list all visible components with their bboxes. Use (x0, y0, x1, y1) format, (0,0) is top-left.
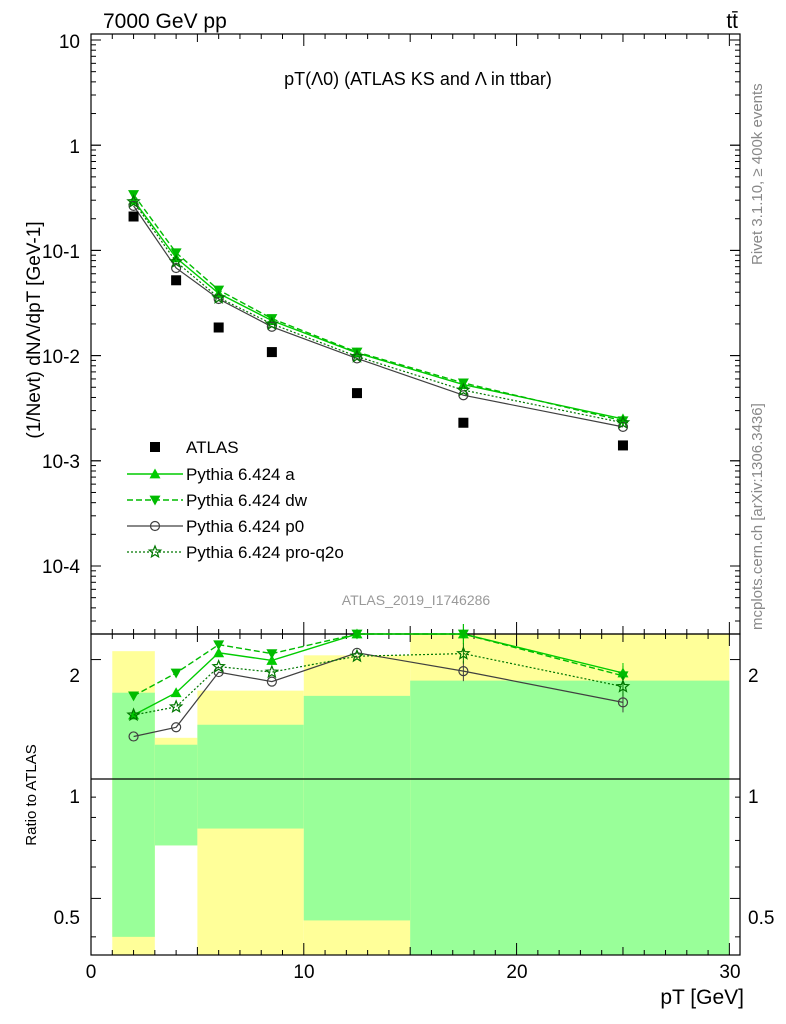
ratio-point-4 (211, 658, 226, 673)
series-line-1 (133, 199, 624, 420)
series-point-4 (456, 382, 471, 397)
ratio-tick-label: 2 (69, 666, 80, 687)
ratio-point-1 (170, 687, 182, 698)
series-point-4 (349, 348, 365, 363)
ratio-point-3 (458, 666, 469, 677)
ratio-point-3 (617, 697, 629, 708)
rivet-label: Rivet 3.1.10, ≥ 400k events (749, 83, 766, 265)
x-tick-label: 30 (719, 962, 740, 983)
mcplots-label: mcplots.cern.ch [arXiv:1306.3436] (749, 403, 766, 630)
x-tick-label: 0 (86, 962, 97, 983)
data-point (266, 347, 277, 358)
ratio-point-4 (264, 664, 280, 679)
ratio-tick-label: 1 (69, 787, 80, 808)
ratio-point-3 (171, 722, 182, 733)
ratio-band-green (410, 680, 730, 955)
legend-label: Pythia 6.424 a (186, 465, 295, 484)
series-point-4 (168, 254, 184, 268)
main-ylabel: (1/Nevt) dNΛ/dpT [GeV-1] (24, 221, 45, 438)
ratio-point-4 (615, 678, 631, 693)
y-tick-label: 10-1 (42, 242, 80, 263)
ratio-point-4 (126, 707, 141, 722)
analysis-label: ATLAS_2019_I1746286 (342, 592, 491, 608)
ratio-band-green (112, 692, 155, 937)
legend-label: ATLAS (186, 438, 239, 457)
ratio-tick-label: 0.5 (54, 908, 80, 929)
series-point-3 (213, 293, 224, 305)
process-label: tt̄ (726, 10, 738, 33)
series-point-3 (617, 421, 629, 433)
series-line-3 (133, 205, 624, 428)
ratio-point-3 (351, 647, 363, 658)
series-point-4 (264, 316, 280, 331)
legend-marker (149, 495, 161, 506)
ratio-point-4 (349, 648, 365, 663)
y-tick-label: 10-3 (42, 452, 80, 473)
energy-label: 7000 GeV pp (103, 10, 227, 33)
ratio-point-3 (213, 666, 224, 678)
data-point (213, 322, 224, 333)
series-point-4 (615, 415, 631, 429)
series-point-3 (266, 321, 277, 332)
legend-label: Pythia 6.424 pro-q2o (186, 543, 344, 562)
ratio-band-green (303, 695, 411, 921)
series-point-3 (171, 262, 182, 274)
ratio-point-1 (266, 654, 278, 665)
legend-marker (149, 468, 161, 479)
y-tick-label: 1 (69, 137, 80, 158)
x-tick-label: 10 (293, 962, 314, 983)
legend-label: Pythia 6.424 p0 (186, 517, 304, 536)
data-point (171, 275, 182, 286)
ratio-point-1 (213, 647, 225, 658)
series-point-2 (170, 248, 182, 259)
ratio-point-2 (351, 629, 363, 640)
ratio-tick-label: 2 (748, 666, 759, 687)
ratio-tick-label: 0.5 (748, 908, 774, 929)
y-tick-label: 10 (59, 32, 80, 53)
ratio-band-green (154, 744, 198, 846)
y-tick-label: 10-2 (42, 347, 80, 368)
legend-marker (147, 544, 163, 559)
ratio-point-2 (617, 671, 629, 682)
x-axis-label: pT [GeV] (660, 986, 744, 1009)
ratio-point-2 (128, 691, 140, 702)
ratio-point-2 (266, 649, 278, 660)
ratio-point-4 (456, 645, 471, 660)
ratio-point-2 (457, 629, 469, 640)
ratio-point-2 (170, 668, 182, 679)
series-point-2 (617, 416, 629, 427)
x-tick-label: 20 (506, 962, 527, 983)
main-title: pT(Λ0) (ATLAS KS and Λ in ttbar) (284, 69, 552, 89)
series-point-2 (351, 347, 363, 358)
data-point (458, 417, 469, 428)
legend-marker (150, 442, 160, 452)
ratio-band-green (197, 724, 304, 829)
ratio-tick-label: 1 (748, 787, 759, 808)
series-point-3 (458, 390, 469, 401)
ratio-point-2 (213, 640, 225, 651)
series-point-4 (211, 290, 226, 304)
legend-marker (149, 520, 161, 532)
y-tick-label: 10-4 (42, 557, 80, 578)
legend-label: Pythia 6.424 dw (186, 491, 308, 510)
ratio-ylabel: Ratio to ATLAS (23, 744, 40, 845)
ratio-point-3 (266, 676, 277, 687)
ratio-point-3 (128, 731, 139, 742)
series-point-4 (126, 194, 141, 208)
ratio-point-4 (168, 699, 184, 714)
data-point (351, 388, 362, 399)
series-line-4 (133, 201, 624, 424)
data-point (128, 211, 139, 222)
series-point-3 (128, 200, 139, 211)
data-point (617, 440, 628, 451)
series-line-2 (133, 194, 624, 422)
